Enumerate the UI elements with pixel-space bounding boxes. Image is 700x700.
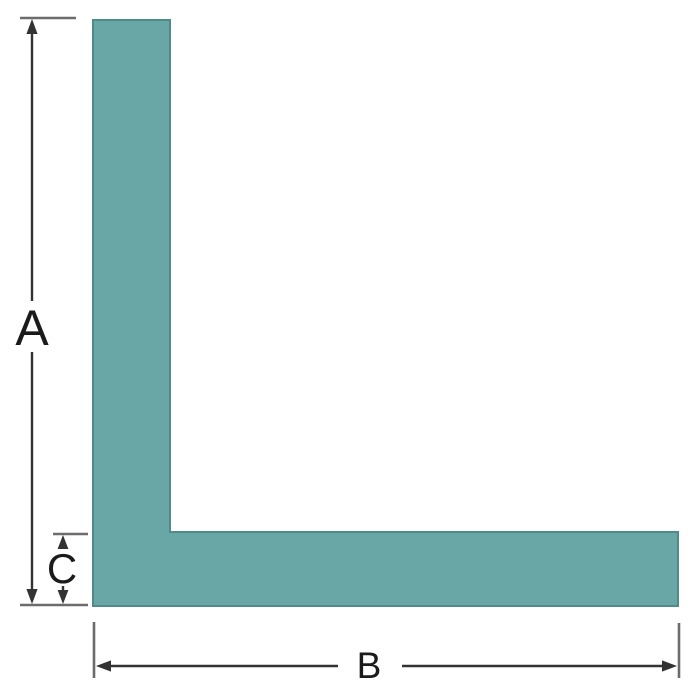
dimension-b: B	[92, 622, 681, 686]
dimension-label-a: A	[15, 300, 49, 356]
arrow-right-icon	[662, 660, 677, 672]
arrow-up-icon	[26, 19, 38, 34]
arrow-up-icon	[57, 535, 69, 549]
angle-profile-shape	[92, 19, 679, 607]
arrow-left-icon	[96, 660, 111, 672]
dimension-label-c: C	[47, 545, 77, 592]
arrow-down-icon	[26, 589, 38, 604]
dimension-label-b: B	[357, 645, 382, 686]
dimension-c: C	[47, 532, 88, 604]
arrow-down-icon	[57, 590, 69, 604]
dimension-a: A	[15, 16, 88, 607]
